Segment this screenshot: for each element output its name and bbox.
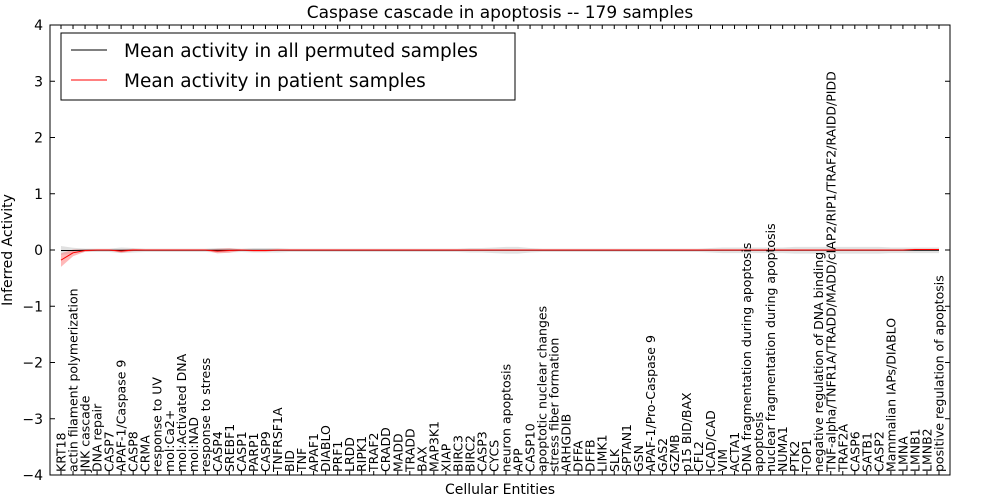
x-tick-label: LMNB1 <box>907 428 922 472</box>
x-tick-label: MADD <box>390 433 405 472</box>
x-tick-label: CYCS <box>486 440 501 472</box>
x-tick-label: APAF-1/Pro-Caspase 9 <box>643 335 658 472</box>
x-tick-label: mol:Activated DNA <box>174 353 189 472</box>
x-tick-label: LRDD <box>342 437 357 472</box>
x-tick-label: SREBF1 <box>222 424 237 472</box>
x-tick-label: KRT18 <box>54 432 69 472</box>
x-tick-label: DNA fragmentation during apoptosis <box>739 243 754 472</box>
x-tick-label: CASP7 <box>102 431 117 472</box>
line-series-1 <box>60 248 939 261</box>
x-tick-label: response to stress <box>198 358 213 472</box>
y-tick-label: −2 <box>22 356 43 372</box>
x-tick-label: CASP6 <box>847 431 862 472</box>
x-tick-label: negative regulation of DNA binding <box>811 252 826 472</box>
x-tick-label: apoptotic nuclear changes <box>535 306 550 472</box>
x-tick-label: TRAF2 <box>366 432 381 473</box>
x-tick-label: SATB1 <box>859 432 874 472</box>
x-tick-label: CRMA <box>138 435 153 472</box>
x-tick-label: mol:NAD <box>186 417 201 472</box>
y-axis-label: Inferred Activity <box>0 194 16 306</box>
x-axis-label: Cellular Entities <box>445 482 555 498</box>
x-tick-label: response to UV <box>150 377 165 472</box>
y-axis: −4 −3 −2 −1 0 1 2 3 4 <box>22 18 950 484</box>
x-tick-label: mol:Ca2+ <box>162 410 177 472</box>
x-tick-label: MAP3K1 <box>426 421 441 472</box>
x-tick-label: CASP3 <box>474 431 489 472</box>
x-tick-label: CASP9 <box>258 431 273 472</box>
x-tick-label: positive regulation of apoptosis <box>932 275 947 472</box>
x-tick-label: CASP2 <box>871 431 886 472</box>
y-tick-label: 2 <box>34 131 43 147</box>
x-tick-label: nuclear fragmentation during apoptosis <box>763 223 778 472</box>
x-tick-label: stress fiber formation <box>547 338 562 472</box>
x-tick-label: TNF-alpha/TNFR1A/TRADD/MADD/cIAP2/RIP1/T… <box>823 71 838 473</box>
x-tick-label: TRAF2A <box>835 423 850 473</box>
x-tick-label: p15 BID/BAX <box>679 392 694 472</box>
x-tick-label: NUMA1 <box>775 426 790 472</box>
x-tick-label: GAS2 <box>655 438 670 472</box>
x-tick-label: LMNA <box>895 436 910 472</box>
x-tick-label: BAX <box>414 446 429 472</box>
y-tick-label: 3 <box>34 74 43 90</box>
x-tick-label: APAF1 <box>306 433 321 472</box>
x-tick-label: APP <box>511 448 526 472</box>
x-tick-label: BID <box>282 450 297 472</box>
x-tick-label: APAF-1/Caspase 9 <box>114 360 129 472</box>
series-lines <box>60 248 939 261</box>
x-tick-label: neuron apoptosis <box>499 364 514 472</box>
x-tick-label: GSN <box>631 445 646 472</box>
x-tick-label: LMNB2 <box>919 428 934 472</box>
y-tick-label: 0 <box>34 243 43 259</box>
x-tick-label: LIMK1 <box>595 434 610 472</box>
y-tick-label: −4 <box>22 468 43 484</box>
x-tick-label: ICAD/CAD <box>703 410 718 472</box>
x-tick-label: PRF1 <box>330 441 345 472</box>
x-axis-ticks <box>60 25 940 475</box>
y-tick-label: −1 <box>22 299 43 315</box>
legend: Mean activity in all permuted samples Me… <box>60 32 516 101</box>
x-tick-label: CASP8 <box>126 431 141 472</box>
x-tick-label: XIAP <box>438 443 453 472</box>
y-tick-label: 4 <box>34 18 43 34</box>
y-tick-label: 1 <box>34 187 43 203</box>
confidence-bands <box>61 246 939 267</box>
x-tick-label: BIRC3 <box>450 435 465 472</box>
x-tick-label: DIABLO <box>318 425 333 472</box>
x-tick-label: SPTAN1 <box>619 424 634 472</box>
y-tick-label: −3 <box>22 412 43 428</box>
x-tick-label: SLK <box>607 448 622 472</box>
x-tick-label: actin filament polymerization <box>66 288 81 472</box>
x-tick-label: PTK2 <box>787 441 802 472</box>
x-tick-label: GZMB <box>667 434 682 472</box>
x-tick-label: CRADD <box>378 427 393 472</box>
x-tick-label: ARHGDIB <box>559 414 574 472</box>
chart-title: Caspase cascade in apoptosis -- 179 samp… <box>307 3 694 23</box>
x-tick-label: apoptosis <box>751 412 766 472</box>
x-tick-label: TNFRSF1A <box>270 407 285 473</box>
x-tick-label: DNA repair <box>90 403 105 472</box>
x-tick-label: DFFB <box>583 439 598 472</box>
x-tick-label: TRADD <box>402 428 417 473</box>
x-tick-label: TNF <box>294 448 309 473</box>
x-tick-label: DFFA <box>571 440 586 472</box>
x-tick-label: CFL2 <box>691 441 706 472</box>
x-tick-label: PARP1 <box>246 433 261 472</box>
x-tick-label: CASP10 <box>523 423 538 472</box>
x-tick-label: BIRC2 <box>462 435 477 472</box>
legend-label-permuted: Mean activity in all permuted samples <box>124 41 478 62</box>
x-tick-label: CASP4 <box>210 431 225 472</box>
x-tick-label: RIPK1 <box>354 436 369 472</box>
x-tick-label: TOP1 <box>799 439 814 473</box>
x-tick-label: VIM <box>715 449 730 472</box>
legend-box <box>60 32 516 101</box>
x-tick-label: ACTA1 <box>727 432 742 472</box>
legend-label-patient: Mean activity in patient samples <box>124 71 426 92</box>
x-tick-label: CASP1 <box>234 431 249 472</box>
x-tick-label: Mammalian IAPs/DIABLO <box>883 318 898 472</box>
x-tick-label: JNK cascade <box>78 395 93 473</box>
